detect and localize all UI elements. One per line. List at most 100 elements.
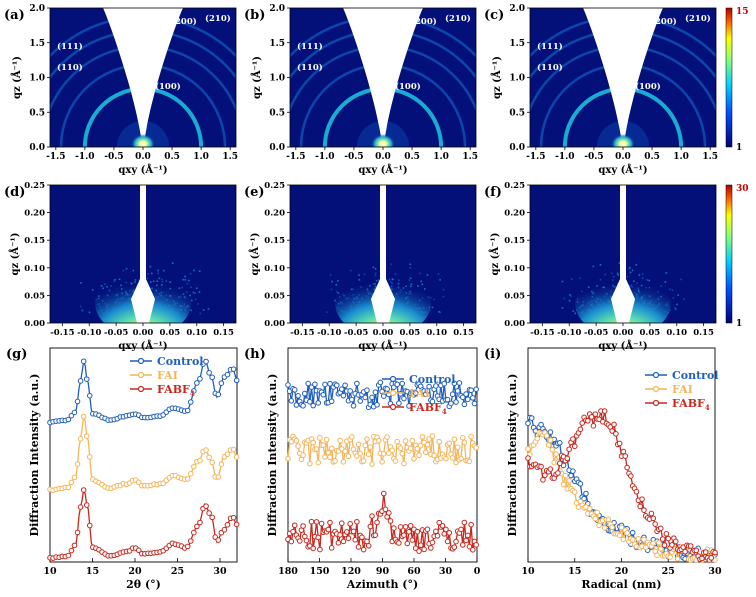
y-tick-label: 1.0: [509, 74, 525, 84]
scatter-speck: [429, 296, 432, 299]
data-point: [620, 536, 627, 543]
ring-label: (100): [395, 81, 421, 92]
scatter-speck: [188, 279, 190, 282]
data-point: [525, 455, 531, 461]
data-point: [436, 438, 443, 445]
data-point: [354, 518, 360, 525]
data-point: [372, 389, 379, 395]
data-point: [397, 524, 404, 530]
data-point: [317, 546, 323, 553]
scatter-speck: [197, 303, 199, 305]
ring-label: (111): [537, 41, 563, 52]
data-point: [377, 379, 384, 386]
scatter-speck: [88, 311, 91, 314]
data-point: [340, 459, 347, 465]
data-point: [328, 398, 335, 405]
data-point: [635, 535, 642, 542]
data-point: [288, 538, 295, 545]
data-point: [332, 458, 338, 464]
data-point: [650, 515, 657, 522]
data-point: [380, 490, 387, 497]
data-point: [345, 453, 352, 460]
data-point: [628, 473, 634, 479]
data-point: [416, 548, 422, 554]
data-point: [444, 538, 451, 545]
scatter-speck: [572, 310, 575, 313]
data-point: [656, 539, 662, 546]
data-point: [369, 513, 375, 519]
y-tick-label: 0.10: [264, 264, 285, 274]
data-point: [290, 528, 296, 535]
y-tick-label: 0.05: [24, 291, 45, 301]
data-point: [560, 481, 567, 488]
data-point: [315, 400, 322, 406]
scatter-speck: [669, 288, 671, 291]
x-tick-label: 1.0: [193, 152, 209, 162]
x-tick-label: 180: [278, 566, 298, 577]
y-tick-label: 0.20: [264, 209, 285, 219]
data-point: [667, 554, 673, 560]
x-tick-label: 30: [439, 566, 453, 577]
data-point: [540, 477, 546, 483]
scatter-speck: [683, 298, 685, 300]
data-point: [360, 458, 367, 464]
data-point: [414, 445, 421, 452]
scatter-speck: [390, 263, 393, 265]
scatter-speck: [194, 292, 197, 294]
data-point: [525, 420, 531, 427]
data-point: [86, 522, 93, 529]
data-point: [397, 445, 404, 452]
data-point: [224, 521, 231, 528]
y-tick-label: 0.10: [504, 264, 525, 274]
data-point: [344, 529, 350, 535]
data-point: [295, 443, 301, 449]
data-point: [337, 532, 343, 538]
scatter-speck: [570, 295, 572, 297]
x-tick-label: -0.5: [104, 152, 123, 162]
data-point: [221, 526, 228, 533]
data-point: [421, 546, 427, 553]
data-point: [411, 456, 417, 462]
data-point: [661, 542, 668, 548]
y-tick-label: 0.5: [269, 108, 285, 118]
data-point: [588, 414, 595, 420]
data-point: [633, 488, 640, 495]
ring-label: (110): [537, 62, 563, 73]
data-point: [448, 400, 454, 407]
data-point: [542, 472, 548, 479]
data-point: [215, 474, 222, 480]
data-point: [310, 439, 317, 446]
legend-label: FAI: [672, 383, 693, 396]
data-point: [543, 432, 550, 439]
data-point: [68, 547, 75, 554]
scatter-speck: [674, 307, 677, 310]
data-point: [555, 470, 561, 476]
data-point: [215, 391, 222, 398]
data-point: [318, 520, 325, 527]
panel-label: (h): [244, 347, 266, 362]
data-point: [347, 520, 353, 527]
y-tick-label: 0.10: [24, 264, 45, 274]
data-point: [285, 382, 291, 388]
y-tick-label: 0.0: [269, 143, 285, 153]
data-point: [406, 403, 412, 409]
data-point: [429, 433, 436, 439]
data-point: [454, 388, 461, 394]
x-tick-label: 0.05: [640, 328, 661, 338]
data-point: [83, 433, 90, 439]
x-tick-label: 1.5: [222, 152, 238, 162]
legend-label: FABF4: [672, 397, 710, 412]
data-point: [337, 437, 343, 444]
gisaxs-panel-d: -0.15 -0.10 -0.05 0.00 0.05 0.10 0.15 0.00 0.05 0…: [4, 181, 237, 352]
data-point: [407, 523, 414, 529]
data-point: [206, 454, 212, 461]
x-tick-label: -0.05: [104, 328, 128, 338]
data-point: [68, 412, 75, 419]
data-point: [367, 444, 374, 450]
y-tick-label: 0.15: [264, 236, 285, 246]
x-tick-label: 0.05: [160, 328, 181, 338]
data-point: [191, 529, 197, 536]
scatter-speck: [563, 297, 566, 300]
y-axis-label: qz (Å⁻¹): [251, 56, 263, 99]
y-axis-label: qz (Å⁻¹): [11, 56, 23, 99]
